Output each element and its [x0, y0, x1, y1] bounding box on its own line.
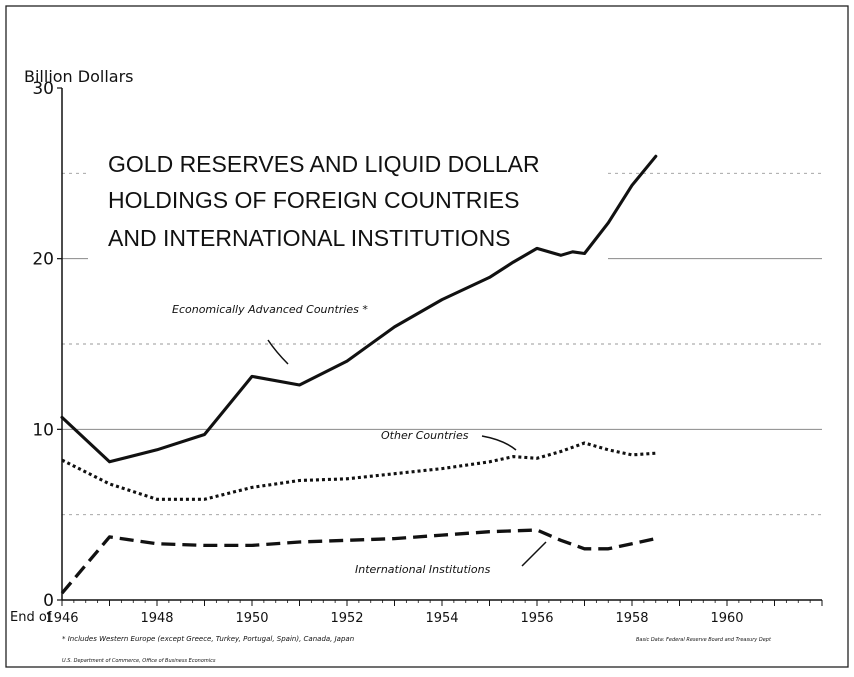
line-international-institutions: [60, 528, 657, 595]
source-note: Basic Data: Federal Reserve Board and Tr…: [636, 637, 772, 643]
y-axis-label: Billion Dollars: [24, 67, 134, 86]
y-tick-label-10: 10: [32, 420, 54, 440]
label-economically-advanced-countries: Economically Advanced Countries *: [172, 303, 368, 316]
x-tick-label-1952: 1952: [330, 611, 363, 626]
agency-note: U.S. Department of Commerce, Office of B…: [62, 658, 216, 664]
leader-other-countries: [481, 435, 517, 451]
line-economically-advanced-countries: [60, 154, 658, 464]
y-tick-label-30: 30: [32, 79, 54, 99]
footnote: * Includes Western Europe (except Greece…: [62, 635, 354, 643]
x-tick-label-1954: 1954: [425, 611, 458, 626]
label-international-institutions: International Institutions: [355, 563, 491, 576]
series-layer: [60, 154, 658, 595]
x-tick-label-1946: 1946: [45, 611, 78, 626]
x-ticks: 1946 1948 1950 1952 1954 1956 1958 1960: [45, 600, 823, 626]
y-tick-label-20: 20: [32, 250, 54, 270]
y-ticks: 0 10 20 30: [32, 79, 62, 611]
x-tick-label-1950: 1950: [235, 611, 268, 626]
y-tick-label-0: 0: [43, 591, 54, 611]
chart-title-line-3: AND INTERNATIONAL INSTITUTIONS: [108, 225, 511, 251]
chart-frame: [5, 5, 849, 668]
leader-international-institutions: [521, 541, 547, 567]
label-other-countries: Other Countries: [381, 429, 469, 442]
x-tick-label-1958: 1958: [615, 611, 648, 626]
title-backdrop: [88, 140, 608, 264]
x-tick-label-1956: 1956: [520, 611, 553, 626]
series-labels: Economically Advanced Countries * Other …: [172, 303, 547, 576]
x-tick-label-1948: 1948: [140, 611, 173, 626]
line-other-countries: [61, 441, 656, 501]
x-axis-prefix: End of: [10, 610, 52, 625]
chart-title-line-2: HOLDINGS OF FOREIGN COUNTRIES: [108, 187, 519, 213]
leader-economically-advanced-countries: [267, 339, 289, 365]
chart-title-line-1: GOLD RESERVES AND LIQUID DOLLAR: [108, 151, 540, 177]
x-tick-label-1960: 1960: [710, 611, 743, 626]
